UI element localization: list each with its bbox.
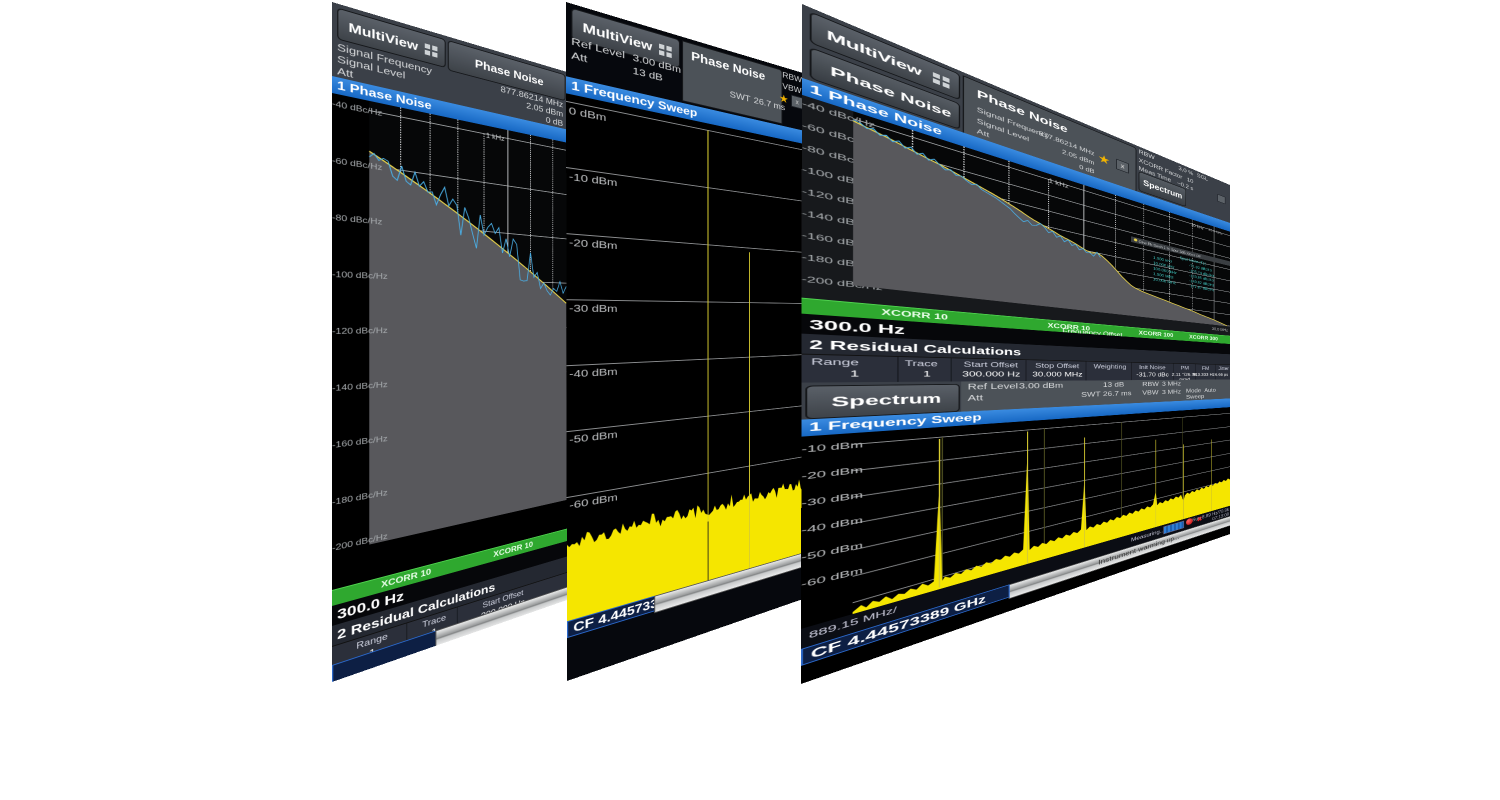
svg-text:-40 dBc/Hz: -40 dBc/Hz [332,99,382,118]
svg-text:-100 dBc/Hz: -100 dBc/Hz [332,270,388,281]
svg-text:-200 dBc/Hz: -200 dBc/Hz [332,532,388,553]
svg-text:-120 dBc/Hz: -120 dBc/Hz [332,326,388,336]
svg-text:-30 dBm: -30 dBm [569,302,617,314]
